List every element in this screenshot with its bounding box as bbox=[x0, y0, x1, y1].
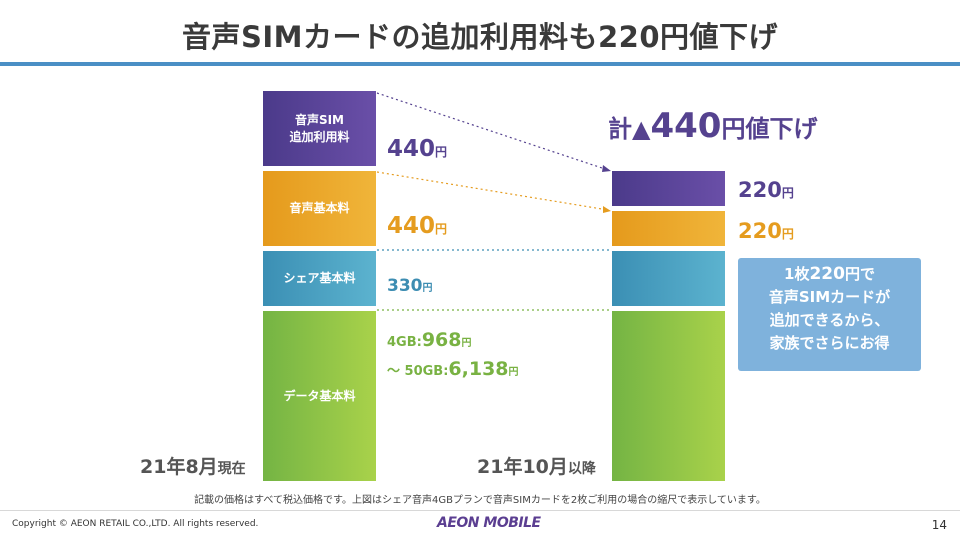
price-before-share-basic: 330円 bbox=[387, 276, 433, 296]
price-after-voice-basic-unit: 円 bbox=[781, 227, 794, 241]
bar-before-voice-basic: 音声基本料 bbox=[263, 171, 376, 246]
reduction-headline-num: 440 bbox=[650, 106, 722, 146]
price-after-voice-sim-unit: 円 bbox=[781, 186, 794, 200]
price-before-voice-basic-num: 440 bbox=[387, 213, 436, 239]
price-data-50gb-unit: 円 bbox=[508, 367, 519, 378]
aeon-mobile-logo: AEON MOBILE bbox=[437, 515, 541, 531]
period-before-suffix: 現在 bbox=[217, 461, 246, 477]
period-before-main: 21年8月 bbox=[140, 456, 218, 478]
connector-voice-basic bbox=[376, 171, 609, 211]
period-after: 21年10月以降 bbox=[477, 452, 596, 479]
price-data-4gb-num: 968 bbox=[421, 329, 462, 351]
footer-divider bbox=[0, 510, 960, 511]
price-after-voice-basic-num: 220 bbox=[738, 219, 782, 243]
benefit-note: 1枚220円で 音声SIMカードが 追加できるから、 家族でさらにお得 bbox=[738, 258, 921, 371]
note-line-1: 1枚220円で bbox=[738, 263, 921, 286]
bar-after-voice-sim bbox=[612, 171, 725, 206]
price-data-4gb-label: 4GB: bbox=[387, 335, 422, 350]
page-number: 14 bbox=[931, 518, 947, 532]
bar-before-share-basic: シェア基本料 bbox=[263, 251, 376, 306]
bar-label-voice-sim-2: 追加利用料 bbox=[289, 129, 350, 144]
price-after-voice-sim: 220円 bbox=[738, 178, 794, 202]
price-before-voice-basic: 440円 bbox=[387, 213, 447, 239]
price-after-voice-basic: 220円 bbox=[738, 219, 794, 243]
period-before: 21年8月現在 bbox=[140, 452, 246, 479]
bar-label-voice-basic: 音声基本料 bbox=[289, 201, 350, 215]
note-line-4: 家族でさらにお得 bbox=[769, 334, 890, 352]
note-line-3: 追加できるから、 bbox=[769, 311, 890, 329]
note-line-1-b: 220 bbox=[809, 264, 845, 284]
title-divider bbox=[0, 62, 960, 66]
price-before-voice-basic-unit: 円 bbox=[435, 222, 448, 236]
bar-label-voice-sim-1: 音声SIM bbox=[294, 112, 345, 127]
bar-after-data-basic bbox=[612, 311, 725, 481]
price-before-share-basic-num: 330 bbox=[387, 276, 423, 296]
price-before-voice-sim-num: 440 bbox=[387, 136, 436, 162]
connector-voice-basic-arrow bbox=[603, 206, 611, 213]
period-after-suffix: 以降 bbox=[567, 461, 596, 477]
price-before-voice-sim-unit: 円 bbox=[435, 145, 448, 159]
footnote: 記載の価格はすべて税込価格です。上図はシェア音声4GBプランで音声SIMカードを… bbox=[194, 495, 766, 506]
period-after-main: 21年10月 bbox=[477, 456, 568, 478]
price-data-50gb-label: ～ 50GB: bbox=[387, 364, 449, 379]
bar-after-share-basic bbox=[612, 251, 725, 306]
price-before-voice-sim: 440円 bbox=[387, 136, 447, 162]
bar-label-data-basic: データ基本料 bbox=[283, 388, 356, 403]
copyright: Copyright © AEON RETAIL CO.,LTD. All rig… bbox=[12, 519, 259, 529]
price-before-data-50gb: ～ 50GB:6,138円 bbox=[387, 358, 519, 380]
price-before-share-basic-unit: 円 bbox=[422, 283, 433, 294]
page-title: 音声SIMカードの追加利用料も220円値下げ bbox=[181, 20, 779, 54]
bar-label-share-basic: シェア基本料 bbox=[283, 271, 356, 285]
bar-before-data-basic: データ基本料 bbox=[263, 311, 376, 481]
note-line-1-a: 1枚 bbox=[784, 265, 810, 283]
reduction-headline: 計▲440円値下げ bbox=[608, 106, 817, 146]
connector-voice-sim bbox=[376, 92, 609, 171]
bar-after-voice-basic bbox=[612, 211, 725, 246]
note-line-1-c: 円で bbox=[844, 265, 875, 283]
reduction-headline-suffix: 円値下げ bbox=[721, 115, 818, 143]
price-data-50gb-num: 6,138 bbox=[448, 358, 509, 380]
reduction-headline-prefix: 計▲ bbox=[608, 115, 651, 143]
connector-voice-sim-arrow bbox=[602, 165, 611, 172]
note-line-2: 音声SIMカードが bbox=[768, 288, 891, 306]
price-after-voice-sim-num: 220 bbox=[738, 178, 782, 202]
price-data-4gb-unit: 円 bbox=[461, 338, 472, 349]
price-before-data-4gb: 4GB:968円 bbox=[387, 329, 472, 351]
bar-before-voice-sim: 音声SIM 追加利用料 bbox=[263, 91, 376, 166]
